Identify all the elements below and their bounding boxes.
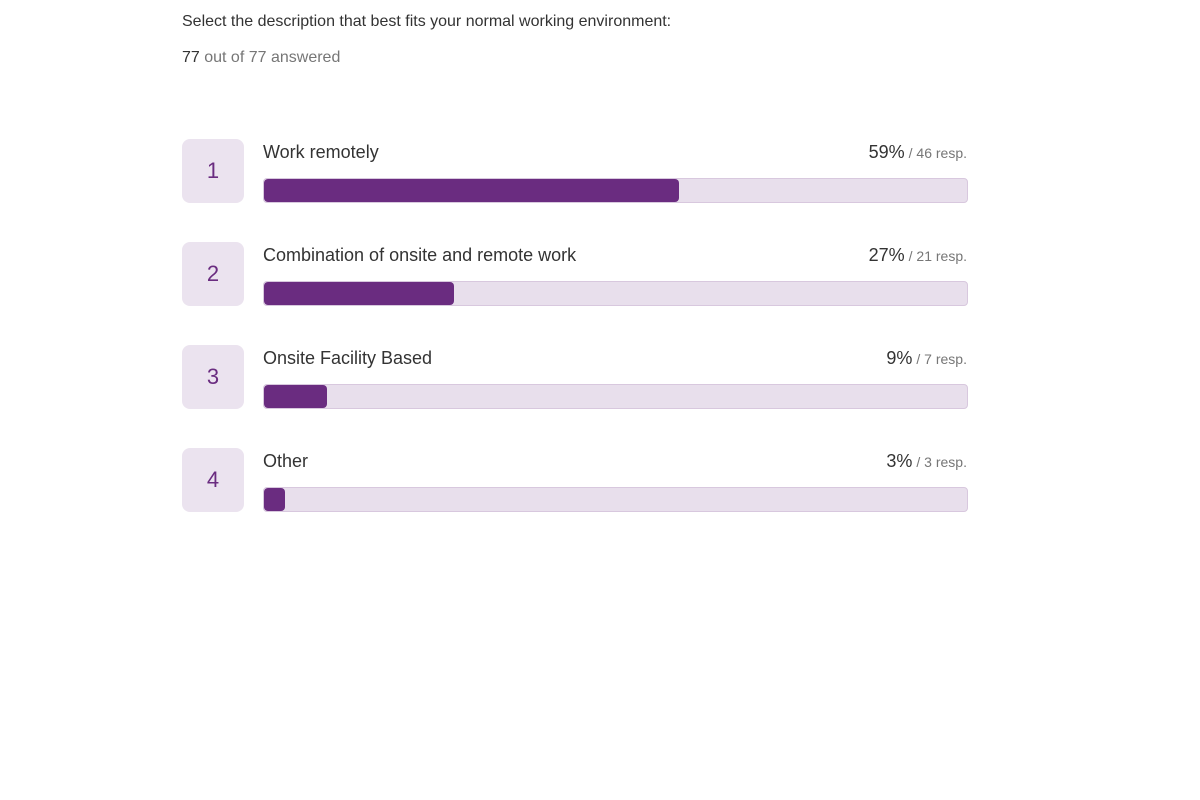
option-number-box: 1 [182,139,244,203]
progress-track [263,281,968,306]
result-row-4: 4 Other 3%/ 3 resp. [182,448,968,512]
result-row-3: 3 Onsite Facility Based 9%/ 7 resp. [182,345,968,409]
progress-fill [264,179,679,202]
option-percent: 3% [886,451,913,471]
option-stats: 27%/ 21 resp. [869,245,967,266]
option-label: Onsite Facility Based [263,348,433,368]
progress-fill [264,488,286,511]
option-responses: / 46 resp. [908,145,967,161]
progress-fill [264,282,454,305]
option-percent: 59% [868,142,905,162]
option-stats: 9%/ 7 resp. [886,348,967,369]
result-row-2: 2 Combination of onsite and remote work … [182,242,968,306]
option-number-box: 2 [182,242,244,306]
progress-track [263,487,968,512]
option-stats: 3%/ 3 resp. [886,451,967,472]
option-responses: / 7 resp. [916,351,967,367]
option-percent: 9% [886,348,913,368]
result-row-1: 1 Work remotely 59%/ 46 resp. [182,139,968,203]
progress-track [263,178,968,203]
option-label: Other [263,451,309,471]
progress-track [263,384,968,409]
option-label: Work remotely [263,142,379,162]
option-number-box: 3 [182,345,244,409]
option-label: Combination of onsite and remote work [263,245,577,265]
answered-total: out of 77 answered [199,49,341,66]
progress-fill [264,385,328,408]
option-responses: / 3 resp. [916,454,967,470]
option-number-box: 4 [182,448,244,512]
answered-count: 77 [182,49,200,66]
option-stats: 59%/ 46 resp. [869,142,967,163]
answered-summary: 77 out of 77 answered [182,49,340,67]
option-percent: 27% [868,245,905,265]
option-responses: / 21 resp. [908,248,967,264]
question-text: Select the description that best fits yo… [182,13,672,30]
